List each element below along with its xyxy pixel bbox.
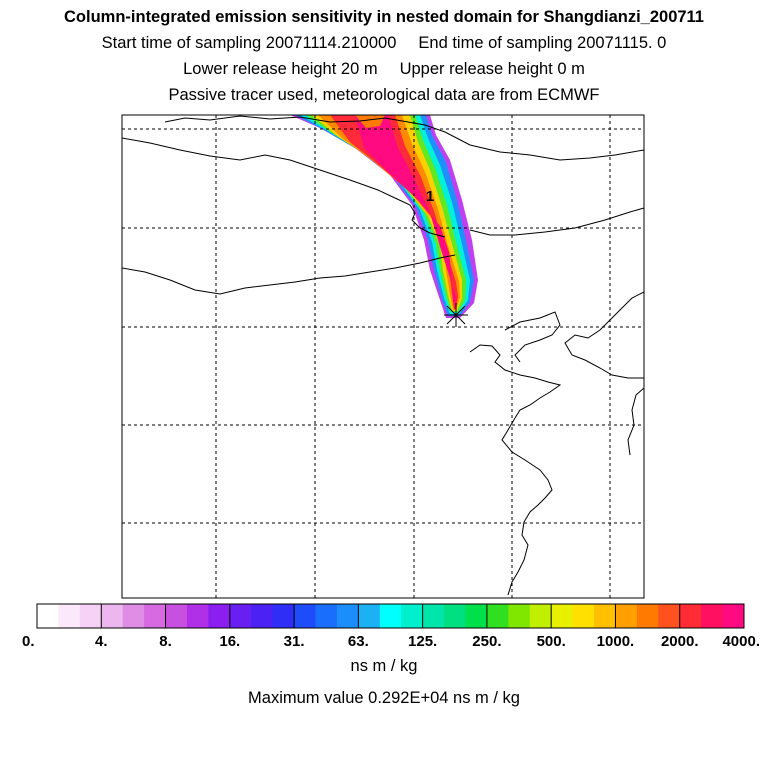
colorbar-unit: ns m / kg bbox=[350, 657, 418, 675]
plume-band-top bbox=[355, 115, 385, 128]
colorbar-swatch bbox=[208, 604, 231, 628]
colorbar-swatch bbox=[229, 604, 252, 628]
colorbar-tick-label: 63. bbox=[348, 633, 369, 650]
cluster-label: 1 bbox=[426, 188, 434, 205]
colorbar-tick-label: 0. bbox=[22, 633, 35, 650]
colorbar-swatch bbox=[144, 604, 166, 628]
sampling-times: Start time of sampling 20071114.210000 En… bbox=[0, 34, 768, 53]
colorbar-swatch bbox=[444, 604, 466, 628]
colorbar-swatch bbox=[294, 604, 316, 628]
colorbar-swatch bbox=[701, 604, 723, 628]
colorbar-tick-label: 4. bbox=[95, 633, 108, 650]
colorbar-tick-lines bbox=[100, 604, 681, 628]
chart-title: Column-integrated emission sensitivity i… bbox=[64, 8, 704, 26]
colorbar-frame bbox=[36, 603, 745, 629]
receptor-star-icon bbox=[444, 303, 468, 327]
colorbar-swatch bbox=[315, 604, 338, 628]
colorbar-swatch bbox=[529, 604, 552, 628]
coastlines bbox=[122, 115, 644, 596]
colorbar-swatch bbox=[37, 604, 59, 628]
colorbar-tick-label: 4000. bbox=[722, 633, 760, 650]
coast-liaodong bbox=[504, 311, 561, 363]
colorbar-swatch bbox=[379, 604, 402, 628]
colorbar-swatch bbox=[465, 604, 488, 628]
border-north bbox=[164, 115, 644, 161]
colorbar-swatch bbox=[615, 604, 638, 628]
colorbar-swatch bbox=[422, 604, 445, 628]
colorbar-swatch bbox=[122, 604, 145, 628]
plume-band-yellow bbox=[312, 115, 462, 311]
upper-height-text: Upper release height 0 m bbox=[399, 60, 585, 78]
colorbar-swatch bbox=[679, 604, 702, 628]
tracer-info: Passive tracer used, meteorological data… bbox=[168, 86, 600, 104]
colorbar-tick-label: 500. bbox=[537, 633, 566, 650]
colorbar-swatch bbox=[79, 604, 102, 628]
colorbar-tick-label: 8. bbox=[159, 633, 172, 650]
border-lower bbox=[122, 254, 456, 295]
colorbar-swatch bbox=[551, 604, 573, 628]
colorbar-tick-label: 125. bbox=[408, 633, 437, 650]
colorbar-swatch bbox=[186, 604, 209, 628]
coast-peninsula bbox=[564, 291, 644, 379]
border-east bbox=[469, 207, 644, 236]
colorbar-swatch bbox=[101, 604, 124, 628]
plume-layer bbox=[290, 115, 478, 318]
coast-korea bbox=[627, 387, 644, 456]
colorbar-swatch bbox=[636, 604, 659, 628]
colorbar-tick-label: 16. bbox=[219, 633, 240, 650]
colorbar-tick-label: 31. bbox=[284, 633, 305, 650]
colorbar-tick-labels: 0. 4. 8. 16. 31. 63. 125. 250. 500. 1000. 2000. 400… bbox=[22, 633, 760, 650]
max-value-text: Maximum value 0.292E+04 ns m / kg bbox=[248, 689, 520, 707]
colorbar bbox=[37, 604, 745, 628]
grid-lines bbox=[122, 115, 644, 598]
start-time-text: Start time of sampling 20071114.210000 bbox=[101, 34, 397, 52]
colorbar-swatch bbox=[508, 604, 531, 628]
colorbar-swatch bbox=[594, 604, 616, 628]
colorbar-swatch bbox=[722, 604, 745, 628]
coast-bohai bbox=[469, 344, 562, 419]
border-middle bbox=[122, 137, 446, 238]
colorbar-swatch bbox=[658, 604, 681, 628]
colorbar-swatch bbox=[251, 604, 274, 628]
colorbar-tick-label: 1000. bbox=[597, 633, 635, 650]
plot-frame bbox=[121, 114, 645, 599]
end-time-text: End time of sampling 20071115. 0 bbox=[418, 34, 667, 52]
colorbar-swatch bbox=[572, 604, 595, 628]
colorbar-swatch bbox=[486, 604, 509, 628]
colorbar-swatch bbox=[165, 604, 188, 628]
colorbar-swatch bbox=[358, 604, 381, 628]
colorbar-swatch bbox=[336, 604, 359, 628]
colorbar-swatch bbox=[272, 604, 295, 628]
colorbar-tick-label: 250. bbox=[472, 633, 501, 650]
colorbar-swatch bbox=[58, 604, 81, 628]
coast-shandong bbox=[501, 417, 553, 596]
colorbar-tick-label: 2000. bbox=[661, 633, 699, 650]
release-heights: Lower release height 20 m Upper release h… bbox=[0, 60, 768, 79]
lower-height-text: Lower release height 20 m bbox=[183, 60, 378, 78]
plume-band-core bbox=[355, 115, 456, 308]
colorbar-swatch bbox=[401, 604, 424, 628]
